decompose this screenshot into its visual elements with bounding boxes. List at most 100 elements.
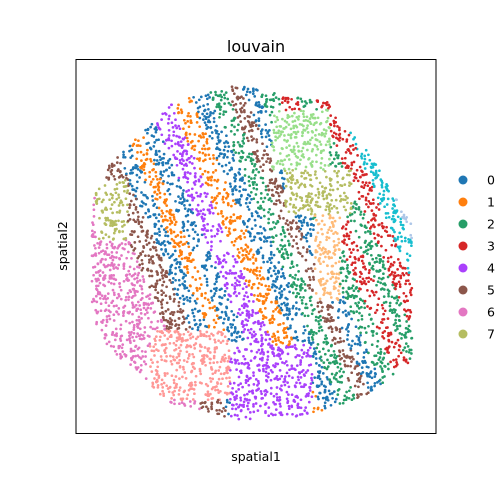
scatter-point — [235, 283, 239, 287]
scatter-point — [332, 131, 336, 135]
scatter-point — [178, 262, 182, 266]
scatter-point — [105, 193, 109, 196]
scatter-point — [406, 327, 410, 331]
scatter-point — [159, 355, 163, 358]
scatter-point — [325, 264, 329, 267]
scatter-point — [394, 329, 397, 332]
scatter-point — [182, 149, 186, 153]
scatter-point — [379, 347, 383, 351]
scatter-point — [282, 167, 286, 171]
scatter-point — [160, 248, 163, 251]
scatter-point — [204, 123, 208, 127]
scatter-point — [137, 255, 141, 258]
scatter-point — [196, 328, 200, 332]
scatter-point — [215, 254, 219, 258]
scatter-point — [181, 192, 185, 195]
scatter-point — [293, 277, 297, 280]
scatter-point — [129, 350, 133, 353]
scatter-point — [235, 368, 238, 371]
scatter-point — [367, 205, 370, 209]
scatter-point — [158, 278, 162, 282]
scatter-point — [335, 328, 338, 332]
scatter-point — [146, 269, 150, 272]
scatter-point — [220, 410, 224, 413]
scatter-point — [206, 355, 209, 358]
scatter-point — [181, 365, 185, 369]
scatter-point — [190, 162, 194, 165]
scatter-point — [324, 143, 328, 147]
scatter-point — [275, 396, 279, 399]
scatter-point — [389, 332, 393, 336]
scatter-point — [140, 317, 143, 320]
scatter-point — [332, 251, 335, 255]
scatter-point — [328, 188, 332, 192]
scatter-point — [171, 355, 175, 359]
scatter-point — [132, 339, 136, 343]
scatter-point — [235, 394, 239, 398]
scatter-point — [267, 406, 271, 409]
scatter-point — [256, 388, 260, 391]
scatter-point — [246, 245, 250, 249]
scatter-point — [193, 230, 197, 234]
scatter-point — [400, 333, 404, 336]
scatter-point — [115, 210, 119, 214]
scatter-point — [211, 200, 215, 203]
scatter-point — [255, 250, 259, 253]
scatter-point — [283, 276, 286, 280]
scatter-point — [136, 300, 140, 304]
scatter-point — [242, 232, 246, 235]
scatter-point — [162, 280, 166, 284]
scatter-point — [188, 325, 192, 329]
scatter-point — [151, 261, 155, 265]
scatter-point — [232, 403, 235, 407]
scatter-point — [306, 231, 310, 235]
scatter-point — [253, 320, 257, 324]
scatter-point — [138, 304, 142, 307]
scatter-point — [183, 287, 187, 290]
scatter-point — [316, 406, 320, 410]
scatter-point — [113, 177, 117, 181]
scatter-point — [130, 296, 134, 299]
scatter-point — [152, 213, 156, 216]
scatter-point — [350, 161, 354, 165]
scatter-point — [112, 231, 116, 235]
scatter-point — [336, 393, 340, 396]
scatter-point — [357, 338, 361, 342]
scatter-point — [370, 343, 374, 347]
scatter-point — [245, 312, 249, 316]
scatter-point — [326, 109, 329, 112]
scatter-point — [221, 198, 225, 201]
scatter-point — [267, 221, 270, 225]
scatter-point — [148, 175, 151, 179]
scatter-point — [133, 291, 137, 295]
scatter-point — [326, 272, 330, 276]
scatter-point — [290, 336, 293, 340]
scatter-point — [295, 115, 299, 119]
scatter-point — [234, 260, 238, 264]
scatter-point — [308, 299, 312, 303]
scatter-point — [359, 331, 362, 335]
scatter-point — [237, 171, 241, 174]
scatter-point — [376, 339, 380, 343]
scatter-point — [343, 355, 347, 358]
scatter-point — [330, 256, 334, 260]
scatter-point — [218, 261, 222, 265]
scatter-point — [119, 355, 123, 359]
scatter-point — [244, 378, 248, 382]
scatter-point — [327, 164, 331, 167]
scatter-point — [349, 144, 352, 148]
scatter-point — [348, 213, 352, 217]
scatter-point — [227, 349, 231, 353]
scatter-point — [157, 138, 160, 142]
scatter-point — [259, 246, 263, 250]
scatter-point — [191, 335, 195, 339]
scatter-point — [140, 159, 143, 162]
scatter-point — [272, 194, 275, 198]
scatter-point — [376, 351, 380, 355]
scatter-point — [128, 149, 131, 153]
scatter-point — [217, 105, 221, 109]
scatter-point — [304, 371, 308, 374]
scatter-point — [351, 284, 355, 288]
scatter-point — [229, 323, 232, 326]
scatter-point — [207, 107, 210, 111]
